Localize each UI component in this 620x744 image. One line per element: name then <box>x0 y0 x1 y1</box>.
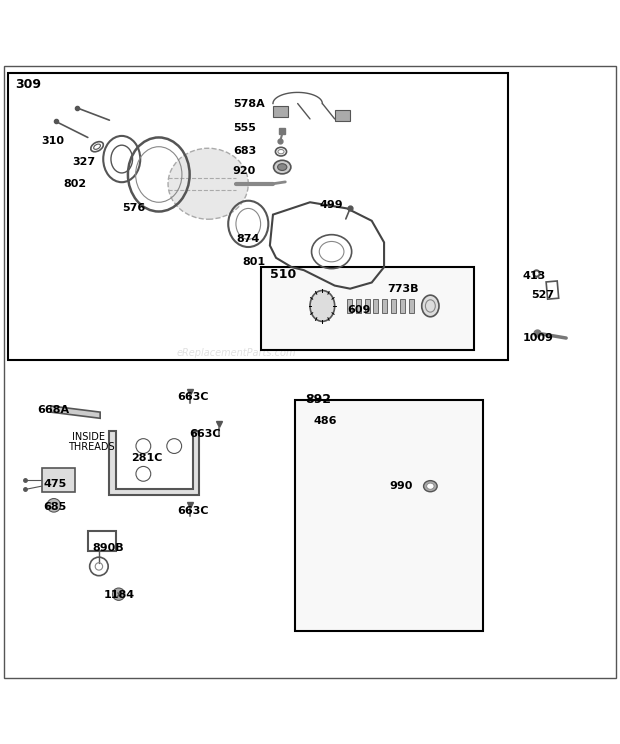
Bar <box>294 400 483 631</box>
Text: 281C: 281C <box>131 453 162 464</box>
Text: 668A: 668A <box>37 405 69 415</box>
Bar <box>273 106 288 117</box>
Text: 475: 475 <box>43 479 66 490</box>
Circle shape <box>47 498 61 512</box>
Text: 663C: 663C <box>177 391 209 402</box>
Text: 576: 576 <box>122 203 145 214</box>
Text: 309: 309 <box>15 78 41 92</box>
Bar <box>347 298 352 313</box>
Text: 773B: 773B <box>387 283 418 294</box>
Text: 874: 874 <box>236 234 259 244</box>
Text: 555: 555 <box>233 124 255 133</box>
Text: eReplacementParts.com: eReplacementParts.com <box>176 348 296 359</box>
Text: 1009: 1009 <box>523 333 554 343</box>
Bar <box>546 281 559 299</box>
Text: 486: 486 <box>313 417 337 426</box>
Bar <box>391 298 396 313</box>
Text: 499: 499 <box>319 200 343 211</box>
Ellipse shape <box>168 148 248 219</box>
Text: 578A: 578A <box>233 98 265 109</box>
Bar <box>373 298 378 313</box>
Text: 663C: 663C <box>190 429 221 439</box>
Text: 801: 801 <box>242 257 265 267</box>
Text: 663C: 663C <box>177 506 209 516</box>
Text: 892: 892 <box>305 394 331 406</box>
Bar <box>356 298 361 313</box>
Ellipse shape <box>423 481 437 492</box>
Text: 990: 990 <box>389 481 412 491</box>
Circle shape <box>136 466 151 481</box>
Ellipse shape <box>422 295 439 317</box>
Polygon shape <box>51 406 100 418</box>
Bar <box>409 298 414 313</box>
Ellipse shape <box>278 164 287 170</box>
Bar <box>383 298 388 313</box>
Text: 527: 527 <box>531 290 554 300</box>
Polygon shape <box>109 431 199 496</box>
Bar <box>400 298 405 313</box>
Text: THREADS: THREADS <box>68 442 115 452</box>
Bar <box>7 73 508 359</box>
Circle shape <box>112 588 125 600</box>
Bar <box>42 468 76 493</box>
Ellipse shape <box>273 160 291 174</box>
Bar <box>365 298 370 313</box>
Ellipse shape <box>310 290 335 321</box>
Text: 609: 609 <box>347 305 370 315</box>
Bar <box>260 267 474 350</box>
Bar <box>88 531 115 551</box>
Text: 310: 310 <box>42 135 64 146</box>
Text: 510: 510 <box>270 268 296 281</box>
Text: 413: 413 <box>523 272 546 281</box>
Bar <box>335 109 350 121</box>
Text: 685: 685 <box>43 501 66 512</box>
Circle shape <box>136 439 151 454</box>
Text: 802: 802 <box>63 179 86 189</box>
Text: 920: 920 <box>233 167 256 176</box>
Text: 327: 327 <box>73 157 95 167</box>
Text: 890B: 890B <box>93 543 125 553</box>
Text: INSIDE: INSIDE <box>73 432 105 442</box>
Circle shape <box>51 502 57 508</box>
Text: 683: 683 <box>233 146 256 156</box>
Circle shape <box>167 439 182 454</box>
Text: 1184: 1184 <box>104 591 135 600</box>
Ellipse shape <box>427 483 434 490</box>
